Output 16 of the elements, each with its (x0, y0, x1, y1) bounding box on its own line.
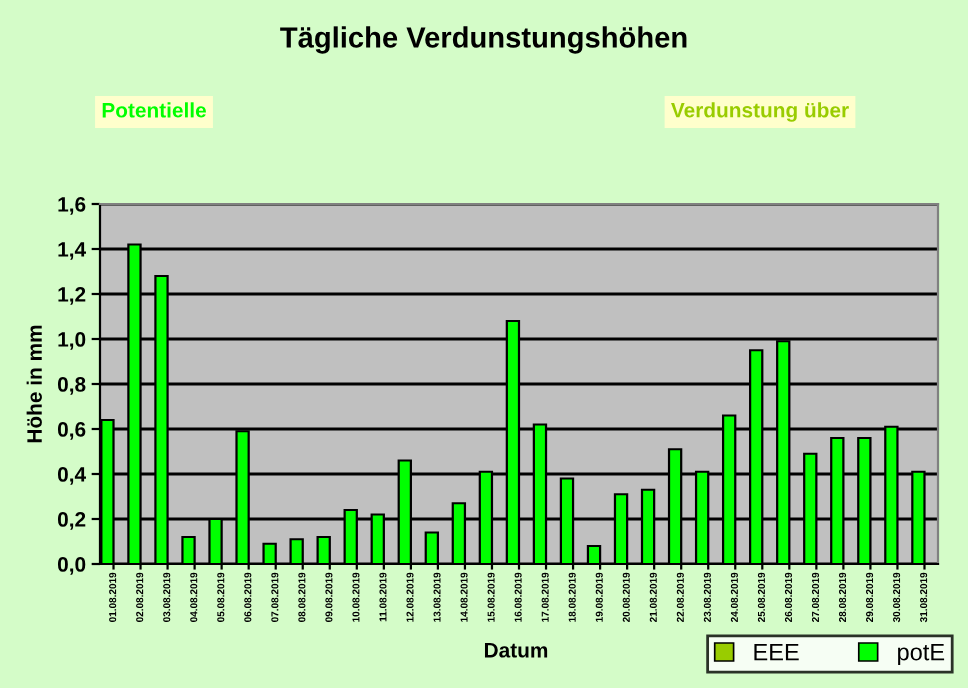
y-tick-label: 1,4 (58, 242, 86, 260)
y-tick-label: 0,8 (57, 377, 86, 395)
y-axis-title: Höhe in mm (26, 325, 42, 443)
y-tick-label: 0,0 (57, 557, 86, 575)
y-tick-label: 1,2 (58, 287, 86, 305)
y-tick-label: 1,0 (58, 332, 86, 350)
text: Potentielle (102, 102, 206, 118)
legend-label: EEE (754, 643, 799, 661)
chart-title: Tägliche Verdunstungshöhen (280, 26, 687, 54)
y-tick-label: 0,4 (57, 467, 86, 485)
text: Verdunstung über (671, 102, 849, 122)
x-axis-title: Datum (484, 643, 548, 658)
y-tick-label: 0,6 (57, 422, 86, 440)
legend-label: potE (898, 643, 945, 666)
y-tick-label: 1,6 (58, 197, 86, 215)
y-tick-label: 0,2 (57, 512, 86, 530)
